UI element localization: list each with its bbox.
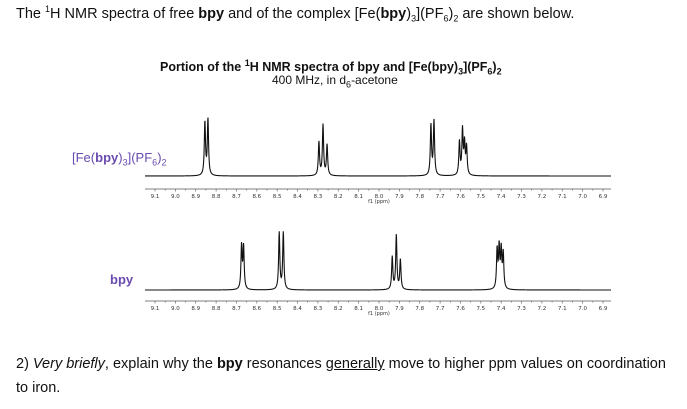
- x-tick-label: 8.4: [293, 306, 302, 312]
- x-tick-label: 7.4: [497, 194, 506, 200]
- x-tick-label: 7.3: [517, 306, 526, 312]
- question-line-1: 2) Very briefly, explain why the bpy res…: [16, 356, 666, 372]
- x-tick-label: 7.7: [436, 194, 445, 200]
- x-tick-label: 7.7: [436, 306, 445, 312]
- x-tick-label: 8.9: [191, 306, 200, 312]
- x-axis-label: f1 (ppm): [368, 199, 390, 205]
- x-tick-label: 9.0: [171, 306, 180, 312]
- x-tick-label: 8.7: [232, 306, 241, 312]
- x-tick-label: 7.2: [538, 194, 547, 200]
- x-tick-label: 6.9: [599, 194, 608, 200]
- figure-title: Portion of the 1H NMR spectra of bpy and…: [160, 58, 502, 77]
- x-tick-label: 8.2: [334, 306, 343, 312]
- x-tick-label: 8.2: [334, 194, 343, 200]
- x-tick-label: 7.8: [415, 194, 424, 200]
- x-tick-label: 9.1: [151, 194, 160, 200]
- x-tick-label: 8.5: [273, 306, 282, 312]
- x-tick-label: 8.3: [314, 306, 323, 312]
- figure-subtitle: 400 MHz, in d6-acetone: [272, 73, 398, 90]
- x-tick-label: 7.5: [476, 306, 485, 312]
- x-tick-label: 7.1: [558, 194, 567, 200]
- x-tick-label: 8.6: [252, 306, 261, 312]
- x-tick-label: 7.6: [456, 194, 465, 200]
- x-tick-label: 8.0: [375, 194, 384, 200]
- x-tick-label: 7.0: [578, 194, 587, 200]
- x-tick-label: 7.3: [517, 194, 526, 200]
- x-tick-label: 7.8: [415, 306, 424, 312]
- spectrum-trace: [145, 231, 611, 291]
- x-tick-label: 7.1: [558, 306, 567, 312]
- x-tick-label: 8.1: [354, 306, 363, 312]
- spectrum-trace: [145, 117, 611, 177]
- x-tick-label: 8.5: [273, 194, 282, 200]
- x-tick-label: 8.0: [375, 306, 384, 312]
- x-tick-label: 7.4: [497, 306, 506, 312]
- x-tick-label: 7.2: [538, 306, 547, 312]
- spectrum-1: 9.1 9.0 8.9 8.8 8.7 8.6 8.5 8.4 8.3 8.2 8.1 8.0 7.9 7…: [145, 231, 611, 317]
- x-tick-label: 8.6: [252, 194, 261, 200]
- x-tick-label: 7.5: [476, 194, 485, 200]
- x-tick-label: 6.9: [599, 306, 608, 312]
- bpy-spectrum-label: bpy: [110, 272, 134, 287]
- intro-text: The 1H NMR spectra of free bpy and of th…: [16, 4, 575, 24]
- question-line-2: to iron.: [16, 380, 61, 396]
- x-tick-label: 7.0: [578, 306, 587, 312]
- x-tick-label: 8.4: [293, 194, 302, 200]
- x-tick-label: 8.8: [212, 194, 221, 200]
- x-tick-label: 8.9: [191, 194, 200, 200]
- x-tick-label: 8.1: [354, 194, 363, 200]
- x-tick-label: 9.1: [151, 306, 160, 312]
- x-tick-label: 7.6: [456, 306, 465, 312]
- x-tick-label: 8.8: [212, 306, 221, 312]
- x-tick-label: 7.9: [395, 306, 404, 312]
- x-tick-label: 8.7: [232, 194, 241, 200]
- x-tick-label: 7.9: [395, 194, 404, 200]
- x-tick-label: 9.0: [171, 194, 180, 200]
- x-axis-label: f1 (ppm): [368, 311, 390, 317]
- x-tick-label: 8.3: [314, 194, 323, 200]
- complex-spectrum-label: [Fe(bpy)3](PF6)2: [72, 150, 167, 168]
- spectrum-0: 9.1 9.0 8.9 8.8 8.7 8.6 8.5 8.4 8.3 8.2 8.1 8.0 7.9 7…: [145, 117, 611, 205]
